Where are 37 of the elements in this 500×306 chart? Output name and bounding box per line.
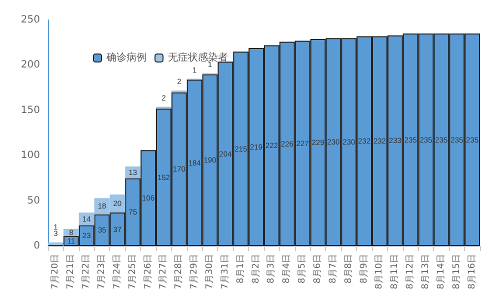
x-tick-label: 8月15日 [452, 254, 462, 290]
y-tick-label: 50 [27, 195, 40, 206]
x-tick-label: 8月10日 [374, 254, 385, 290]
y-tick-label: 200 [20, 60, 40, 71]
x-tick-label: 8月7日 [328, 254, 338, 284]
bar [48, 242, 64, 246]
legend-label: 确诊病例 [106, 52, 146, 64]
x-tick-label: 8月11日 [390, 254, 400, 290]
x-tick-label: 7月30日 [205, 254, 215, 290]
x-tick-label: 8月5日 [298, 254, 308, 284]
x-tick-label: 8月13日 [421, 254, 431, 290]
x-tick-label: 7月28日 [174, 254, 184, 290]
legend-label: 无症状感染者 [168, 52, 228, 64]
x-tick-label: 8月12日 [406, 254, 416, 290]
x-tick-label: 8月16日 [467, 254, 478, 290]
x-tick-label: 7月24日 [112, 254, 122, 290]
x-tick-label: 8月2日 [251, 254, 262, 284]
x-tick-label: 8月14日 [436, 254, 446, 290]
x-tick-label: 8月8日 [344, 254, 354, 284]
x-tick-label: 8月6日 [313, 254, 323, 284]
x-tick-label: 7月29日 [190, 254, 200, 290]
x-tick-label: 8月3日 [266, 254, 277, 284]
x-tick-label: 7月22日 [82, 254, 92, 290]
y-tick-label: 100 [20, 150, 40, 162]
y-tick-label: 0 [34, 240, 40, 252]
x-tick-label: 7月21日 [66, 254, 76, 290]
x-tick-label: 7月20日 [50, 254, 61, 290]
y-tick-label: 250 [20, 14, 40, 26]
x-tick-label: 7月23日 [97, 254, 107, 290]
x-tick-label: 7月26日 [143, 254, 154, 290]
x-tick-label: 7月31日 [220, 254, 230, 290]
x-tick-label: 8月9日 [359, 254, 370, 284]
x-tick-label: 8月4日 [282, 254, 292, 284]
x-tick-label: 8月1日 [236, 254, 246, 284]
y-tick-label: 150 [20, 104, 40, 116]
x-tick-label: 7月25日 [128, 254, 138, 290]
x-tick-label: 7月27日 [158, 254, 169, 290]
